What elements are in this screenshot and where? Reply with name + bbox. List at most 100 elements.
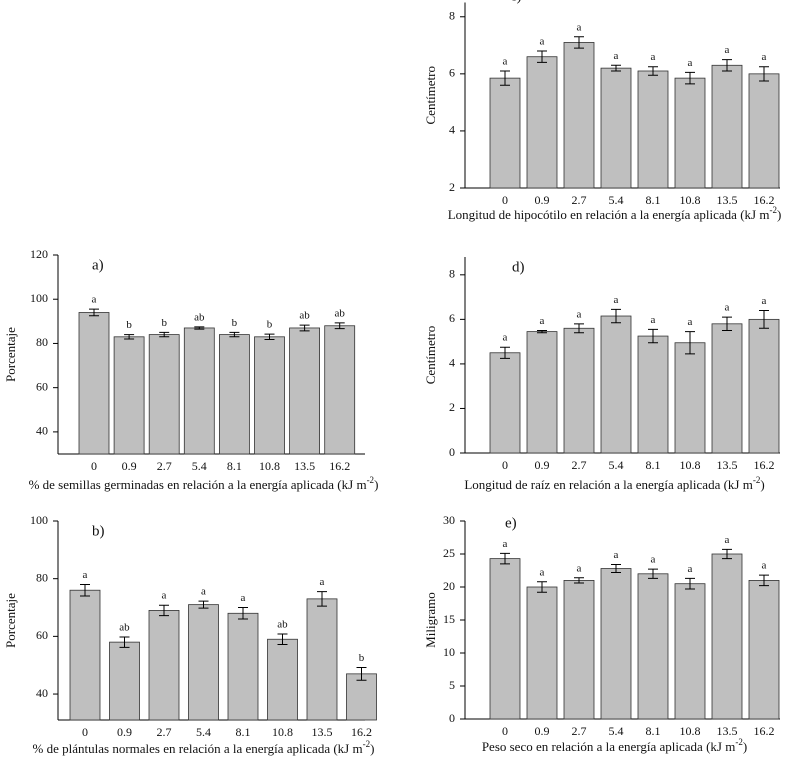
bar	[600, 568, 632, 720]
bar	[109, 641, 140, 721]
x-tick-label: 2.7	[157, 725, 172, 739]
x-tick-label: 16.2	[754, 724, 775, 738]
bar	[674, 342, 706, 454]
error-bar	[611, 564, 621, 573]
y-tick-label: 100	[30, 513, 48, 527]
significance-letter: a	[540, 566, 545, 578]
error-bar	[685, 577, 695, 590]
y-tick-label: 10	[443, 645, 455, 659]
y-tick-label: 8	[449, 267, 455, 281]
significance-letter: ab	[335, 307, 346, 319]
error-bar	[500, 70, 510, 86]
error-bar	[574, 36, 584, 49]
significance-letter: a	[540, 36, 545, 48]
panel-title: e)	[505, 515, 517, 531]
bar	[69, 589, 101, 721]
x-axis-label-text: % de semillas germinadas en relación a l…	[29, 477, 367, 492]
bar	[78, 312, 110, 455]
significance-letter: a	[241, 592, 246, 604]
bar	[748, 73, 780, 189]
x-axis-label-end: )	[374, 477, 378, 492]
significance-letter: a	[762, 295, 767, 307]
error-bar	[648, 66, 658, 76]
x-tick-label: 2.7	[157, 459, 172, 473]
x-tick-label: 10.8	[259, 459, 280, 473]
significance-letter: a	[688, 57, 693, 69]
significance-letter: a	[651, 554, 656, 566]
x-tick-label: 2.7	[572, 458, 587, 472]
significance-letter: b	[267, 319, 273, 331]
x-tick-label: 0	[502, 193, 508, 207]
error-bar	[299, 324, 310, 332]
error-bar	[722, 316, 732, 331]
y-tick-label: 6	[449, 66, 455, 80]
error-bar	[238, 607, 248, 620]
error-bar	[685, 71, 695, 85]
bar	[674, 583, 706, 720]
significance-letter: a	[201, 586, 206, 598]
x-axis-label-end: )	[370, 741, 374, 756]
error-bar	[119, 636, 130, 648]
significance-letter: a	[577, 562, 582, 574]
x-tick-label: 5.4	[192, 459, 207, 473]
bar	[227, 612, 259, 721]
y-tick-label: 2	[449, 180, 455, 194]
x-tick-label: 8.1	[646, 724, 661, 738]
y-tick-label: 40	[36, 424, 48, 438]
error-bar	[611, 308, 621, 324]
bar	[218, 334, 250, 455]
significance-letter: a	[577, 21, 582, 33]
bar	[289, 327, 321, 455]
error-bar	[229, 331, 240, 338]
x-tick-label: 10.8	[680, 458, 701, 472]
significance-letter: a	[614, 50, 619, 62]
error-bar	[574, 577, 584, 584]
x-axis-label: Longitud de hipocótilo en relación a la …	[448, 205, 782, 222]
error-bar	[198, 600, 209, 609]
error-bar	[685, 331, 695, 355]
bar	[563, 580, 595, 720]
bar	[267, 638, 298, 721]
significance-letter: a	[503, 332, 508, 344]
y-tick-label: 6	[449, 311, 455, 325]
x-tick-label: 13.5	[717, 458, 738, 472]
error-bar	[759, 66, 769, 82]
y-tick-label: 80	[36, 570, 48, 584]
significance-letter: a	[540, 315, 545, 327]
error-bar	[356, 667, 367, 681]
x-tick-label: 8.1	[227, 459, 242, 473]
y-axis-label: Porcentaje	[3, 593, 18, 648]
panel-title: a)	[92, 257, 104, 273]
panel-title: d)	[512, 259, 525, 275]
significance-letter: ab	[277, 619, 288, 631]
error-bar	[537, 50, 547, 63]
significance-letter: b	[126, 319, 132, 331]
x-tick-label: 13.5	[312, 725, 333, 739]
y-tick-label: 25	[443, 546, 455, 560]
bar	[637, 70, 669, 189]
error-bar	[759, 309, 769, 329]
significance-letter: a	[725, 534, 730, 546]
significance-letter: b	[359, 652, 365, 664]
bar	[489, 558, 521, 720]
bar	[563, 42, 595, 189]
significance-letter: b	[161, 317, 167, 329]
error-bar	[537, 330, 547, 334]
x-tick-label: 13.5	[294, 459, 315, 473]
significance-letter: ab	[119, 621, 130, 633]
significance-letter: a	[577, 308, 582, 320]
x-axis-label-sup: -2	[735, 737, 743, 747]
x-tick-label: 8.1	[236, 725, 251, 739]
x-axis-label-text: Peso seco en relación a la energía aplic…	[482, 739, 736, 754]
y-tick-label: 5	[449, 678, 455, 692]
bar	[674, 77, 706, 189]
bar	[711, 553, 743, 720]
x-tick-label: 0	[502, 458, 508, 472]
y-tick-label: 15	[443, 612, 455, 626]
x-axis-label: Longitud de raíz en relación a la energí…	[464, 475, 764, 492]
significance-letter: a	[688, 563, 693, 575]
bar	[526, 56, 558, 189]
significance-letter: a	[503, 56, 508, 68]
bar	[637, 573, 669, 720]
x-axis-label-text: Longitud de raíz en relación a la energí…	[464, 477, 753, 492]
